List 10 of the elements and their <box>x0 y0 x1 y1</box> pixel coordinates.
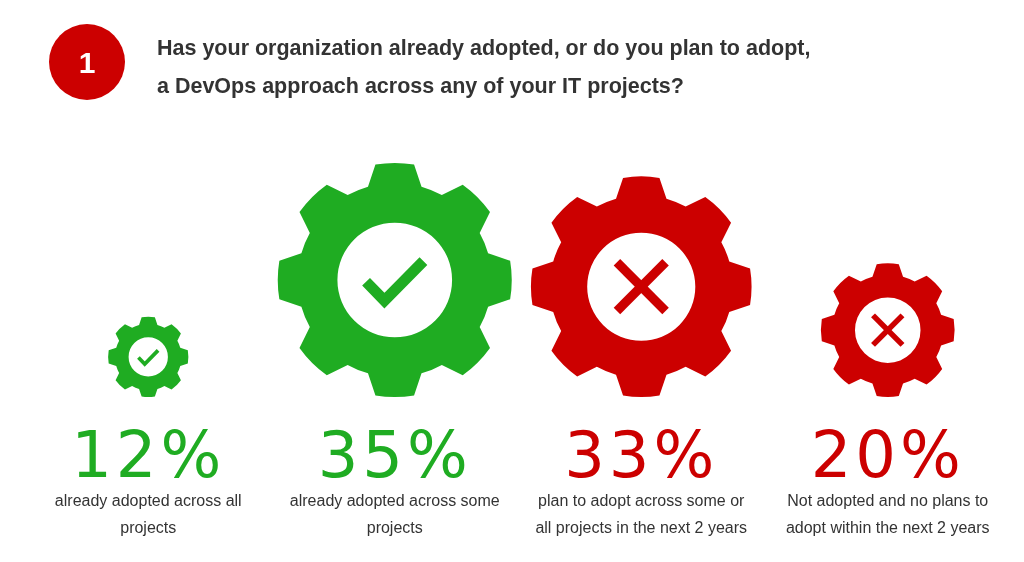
data-label: 12% <box>71 418 226 492</box>
category-label: already adopted across all projects <box>54 492 242 536</box>
category-label: plan to adopt across some or all projects in the next 2 years <box>535 492 748 536</box>
data-label: 35% <box>317 418 472 492</box>
text: Has your organization already adopted, or do you plan to adopt, a DevOps approach across any of your IT projects? <box>157 36 811 98</box>
text: 1 <box>78 46 96 79</box>
data-label: 20% <box>810 418 965 492</box>
category-label: Not adopted and no plans to adopt within the next 2 years <box>785 492 990 536</box>
data-label: 33% <box>564 418 719 492</box>
category-label: already adopted across some projects <box>289 492 500 536</box>
